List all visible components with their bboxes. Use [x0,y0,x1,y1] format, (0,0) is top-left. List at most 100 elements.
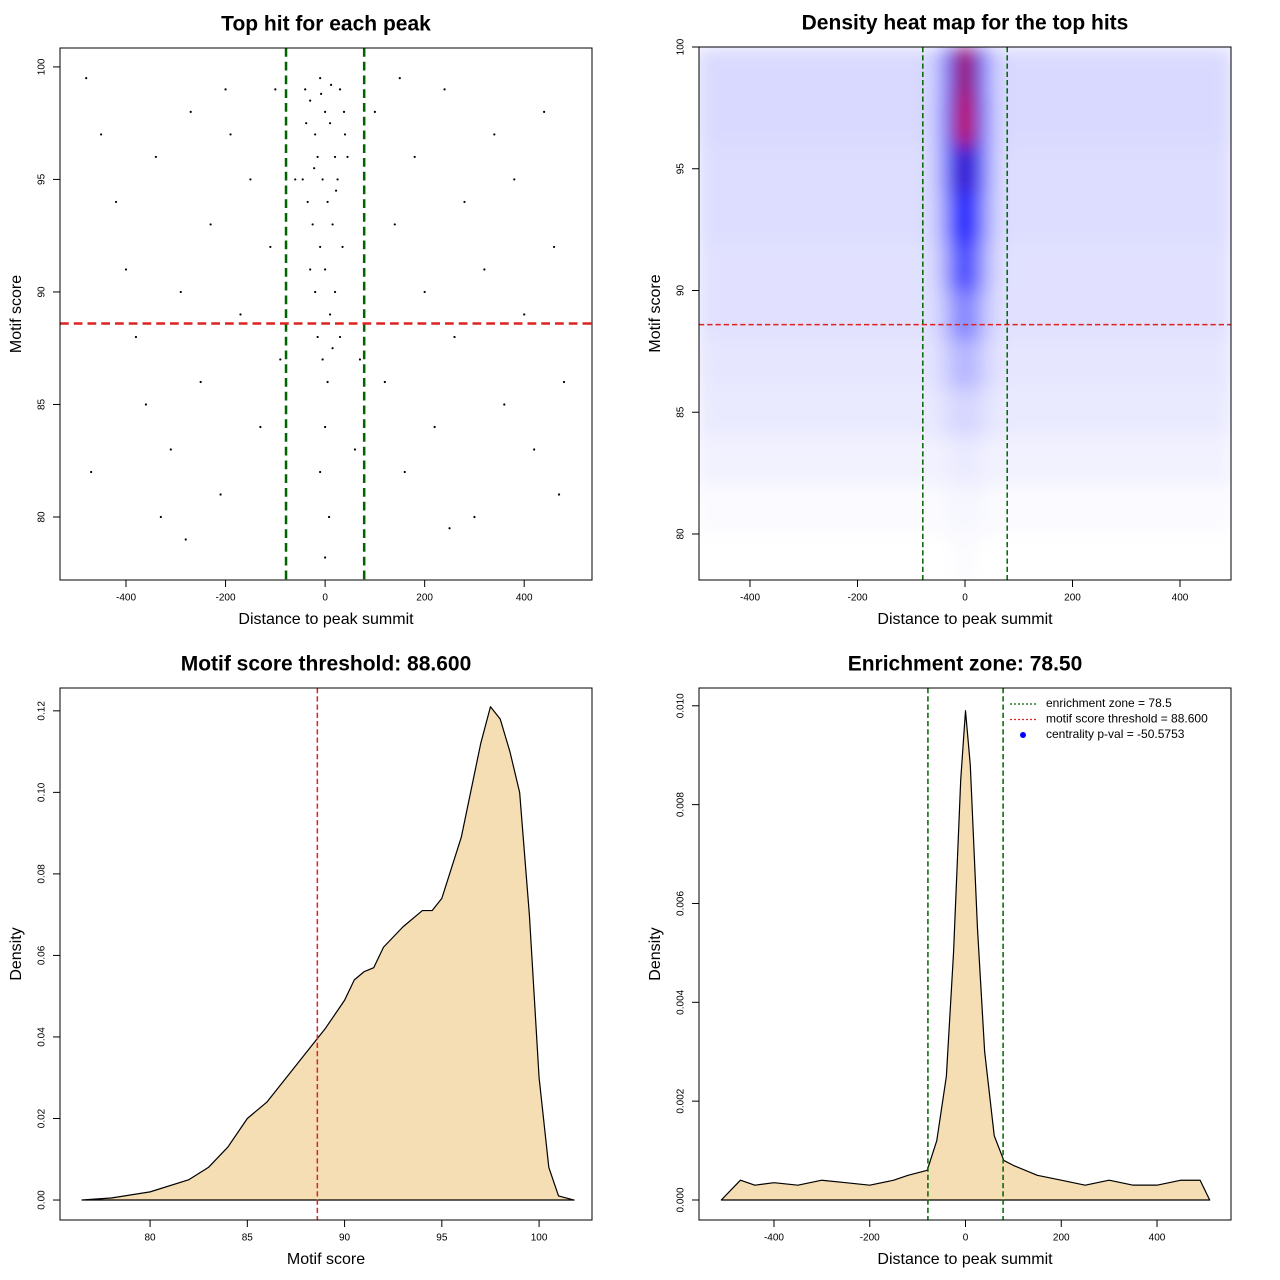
point [279,358,282,361]
point [473,515,476,519]
point [333,290,337,294]
y-tick-label: 0.002 [676,1088,687,1113]
heat-cell [911,144,934,194]
point [552,245,556,249]
heat-cell [965,47,977,97]
point [239,313,242,316]
point [324,425,327,429]
y-tick-label: 90 [676,284,687,296]
point [342,110,346,114]
heat-cell [997,144,1020,194]
heat-cell [932,387,945,438]
point [169,448,172,451]
y-tick-label: 90 [37,286,48,298]
heat-cell [965,339,977,389]
heat-cell [911,193,934,243]
y-tick-label: 0.04 [37,1027,48,1047]
point [433,425,436,429]
heat-cell [997,290,1020,340]
heat-cell [997,241,1020,291]
point [314,290,317,294]
y-tick-label: 80 [676,528,687,540]
point [304,88,307,91]
heat-cell [965,241,977,291]
point [443,88,446,91]
y-tick-label: 0.000 [676,1187,687,1212]
heat-cell [911,47,934,97]
heat-cell [954,241,966,291]
heat-cell [943,95,955,145]
y-tick-label: 0.10 [37,782,48,802]
point [294,178,297,181]
y-tick-label: 0.06 [37,945,48,965]
heat-cell [1018,387,1231,438]
point [316,155,319,159]
plot-frame [59,47,593,581]
point [249,178,252,181]
y-tick-label: 80 [37,511,48,523]
point [124,268,128,271]
area [720,710,1211,1201]
x-tick-label: 0 [322,593,328,604]
point [274,88,277,91]
plot-area [699,47,1231,580]
heat-cell [954,436,966,486]
heat-cell [932,47,945,97]
x-tick-label: 400 [516,593,533,604]
x-tick-label: 200 [1064,593,1081,604]
heat-cell [975,339,987,389]
x-axis-label: Distance to peak summit [877,1251,1053,1268]
heat-cell [975,95,987,145]
x-tick-label: -400 [740,593,760,604]
x-tick-label: 400 [1172,593,1189,604]
heat-cell [997,193,1020,243]
point [398,77,401,80]
heat-cell [997,95,1020,145]
panel-title: Enrichment zone: 78.50 [848,653,1083,676]
x-tick-label: 80 [144,1233,156,1244]
heat-cell [932,241,945,291]
heat-cell [965,436,977,486]
heat-cell [943,241,955,291]
heat-cell [965,533,977,580]
point [229,133,232,136]
heat-cell [986,533,998,580]
point [85,77,88,80]
heat-cell [699,485,912,535]
x-tick-label: 200 [1053,1233,1070,1244]
heat-cell [1018,436,1231,486]
point [327,515,331,519]
plot-area [720,688,1211,1220]
point [154,155,157,159]
heat-cell [943,144,955,194]
point [159,515,162,519]
heat-cell [975,144,987,194]
point [543,110,546,114]
heat-cell [997,533,1020,580]
point [463,200,466,204]
heat-cell [1018,193,1231,243]
point [346,155,349,159]
heat-cell [997,339,1020,389]
point [199,380,202,384]
y-tick-label: 95 [676,163,687,175]
point [326,200,329,204]
point [301,178,304,181]
heat-cell [932,339,945,389]
point [179,290,182,294]
point [343,133,347,136]
x-tick-label: -200 [860,1233,880,1244]
heat-cell [699,95,912,145]
point [331,223,334,226]
point [503,403,506,406]
point [269,245,272,249]
heat-cell [1018,485,1231,535]
point [219,493,222,496]
point [320,92,323,96]
heat-cell [699,290,912,340]
point [383,380,386,384]
x-tick-label: -400 [764,1233,784,1244]
point [259,425,262,429]
heat-cell [943,47,955,97]
x-tick-label: -400 [116,593,136,604]
